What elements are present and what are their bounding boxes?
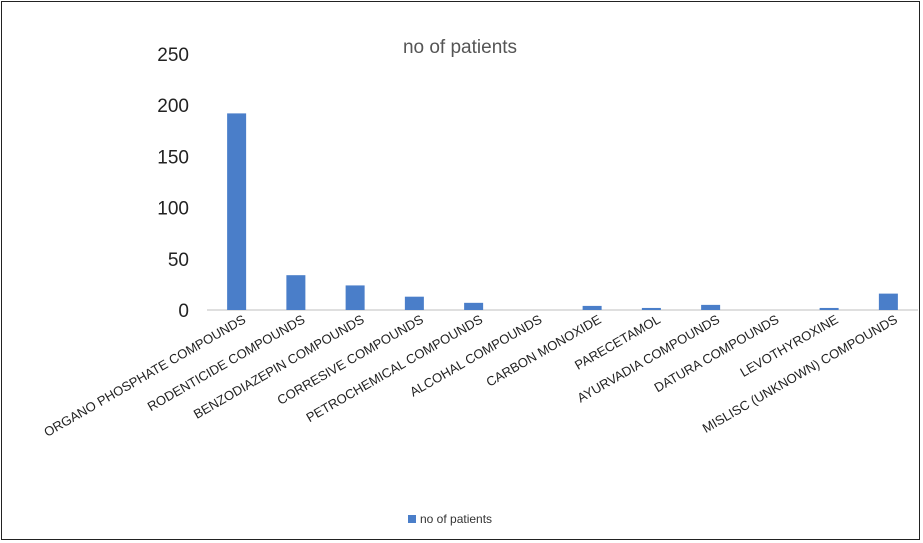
- bar-chart: no of patients 0 50 100 150 200 250 ORGANO PH…: [41, 37, 918, 526]
- bar: [878, 293, 898, 310]
- y-tick-label: 50: [168, 250, 189, 271]
- y-tick-label: 150: [157, 147, 189, 168]
- bar: [345, 285, 365, 310]
- y-axis: 0 50 100 150 200 250: [157, 45, 189, 322]
- bar: [404, 296, 424, 310]
- bar: [582, 305, 602, 310]
- bar: [464, 302, 484, 310]
- x-tick-label: CARBON MONOXIDE: [484, 311, 604, 389]
- y-tick-label: 250: [157, 45, 189, 66]
- y-tick-label: 200: [157, 96, 189, 117]
- legend-swatch: [408, 515, 416, 523]
- y-tick-label: 100: [157, 199, 189, 220]
- chart-title: no of patients: [403, 37, 517, 58]
- legend: no of patients: [408, 512, 492, 526]
- bar: [227, 113, 247, 310]
- bar: [819, 307, 839, 310]
- legend-label: no of patients: [420, 512, 492, 526]
- bar: [286, 275, 306, 310]
- bar: [701, 304, 721, 310]
- bars: [227, 113, 898, 310]
- y-tick-label: 0: [178, 301, 189, 322]
- bar: [641, 307, 661, 310]
- x-tick-label: LEVOTHYROXINE: [737, 311, 841, 379]
